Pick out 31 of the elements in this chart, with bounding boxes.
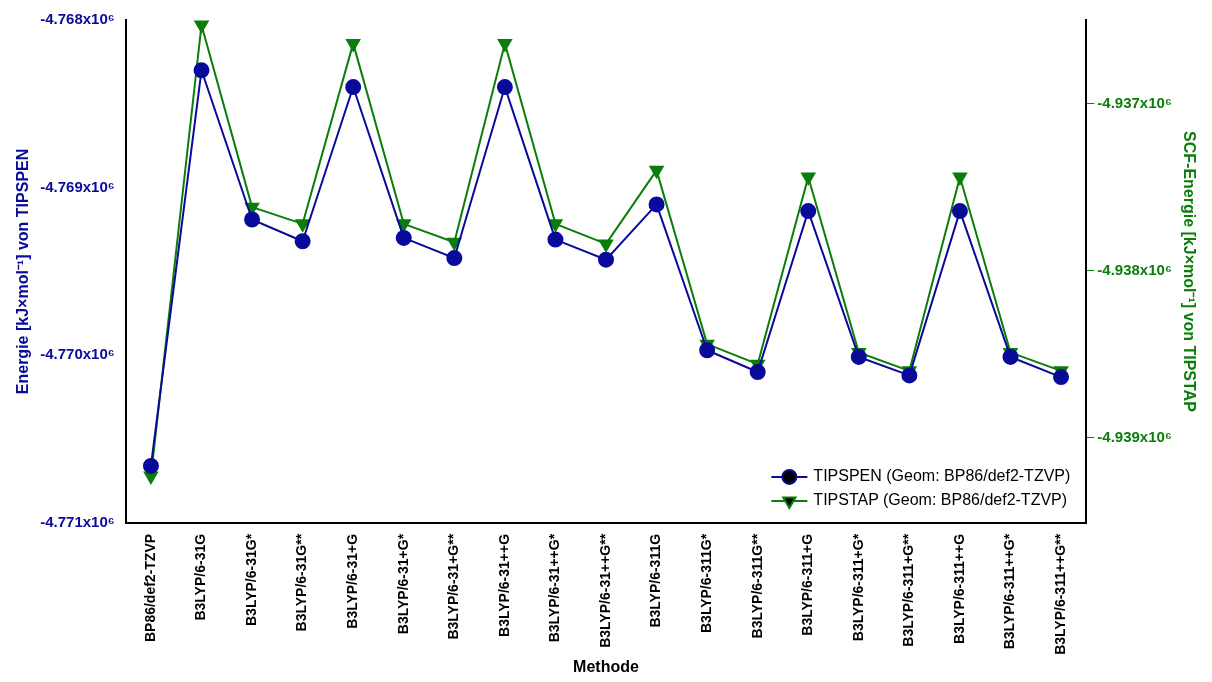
x-tick-label: B3LYP/6-311G <box>647 533 664 628</box>
legend-label: TIPSPEN (Geom: BP86/def2-TZVP) <box>813 467 1071 485</box>
y-tick-label: -4.768x10⁶ <box>40 10 115 28</box>
y-tick-label: -4.770x10⁶ <box>40 345 115 363</box>
x-tick-label: B3LYP/6-31+G** <box>445 533 462 640</box>
x-tick-label: B3LYP/6-311+G** <box>900 533 917 647</box>
y-tick-label: -4.771x10⁶ <box>40 513 115 531</box>
x-tick-label: B3LYP/6-31++G <box>495 533 512 637</box>
x-tick-label: B3LYP/6-31++G** <box>596 533 613 648</box>
x-tick-label: B3LYP/6-31G <box>192 533 209 621</box>
y2-tick-label: -4.937x10⁶ <box>1097 93 1172 111</box>
x-tick-label: B3LYP/6-311G** <box>748 533 765 639</box>
x-tick-label: BP86/def2-TZVP <box>141 533 158 643</box>
x-axis-title: Methode <box>573 657 639 675</box>
x-tick-label: B3LYP/6-311+G <box>799 533 816 636</box>
y2-axis-title: SCF-Energie [kJ×mol⁻¹] von TIPSTAP <box>1180 131 1198 413</box>
y2-tick-label: -4.939x10⁶ <box>1097 427 1172 445</box>
x-tick-label: B3LYP/6-311G* <box>697 533 714 634</box>
x-tick-label: B3LYP/6-31+G <box>344 533 361 629</box>
legend-label: TIPSTAP (Geom: BP86/def2-TZVP) <box>813 491 1068 509</box>
x-tick-label: B3LYP/6-31++G* <box>546 533 563 643</box>
y2-tick-label: -4.938x10⁶ <box>1097 260 1172 278</box>
x-tick-label: B3LYP/6-311+G* <box>849 533 866 642</box>
x-tick-label: B3LYP/6-311++G <box>950 533 967 644</box>
x-tick-label: B3LYP/6-31G** <box>293 533 310 632</box>
x-tick-label: B3LYP/6-311++G* <box>1001 533 1018 650</box>
x-tick-label: B3LYP/6-311++G** <box>1051 533 1068 655</box>
x-tick-label: B3LYP/6-31+G* <box>394 533 411 635</box>
y-axis-title: Energie [kJ×mol⁻¹] von TIPSPEN <box>14 148 32 395</box>
y-tick-label: -4.769x10⁶ <box>40 177 115 195</box>
x-tick-label: B3LYP/6-31G* <box>242 533 259 626</box>
